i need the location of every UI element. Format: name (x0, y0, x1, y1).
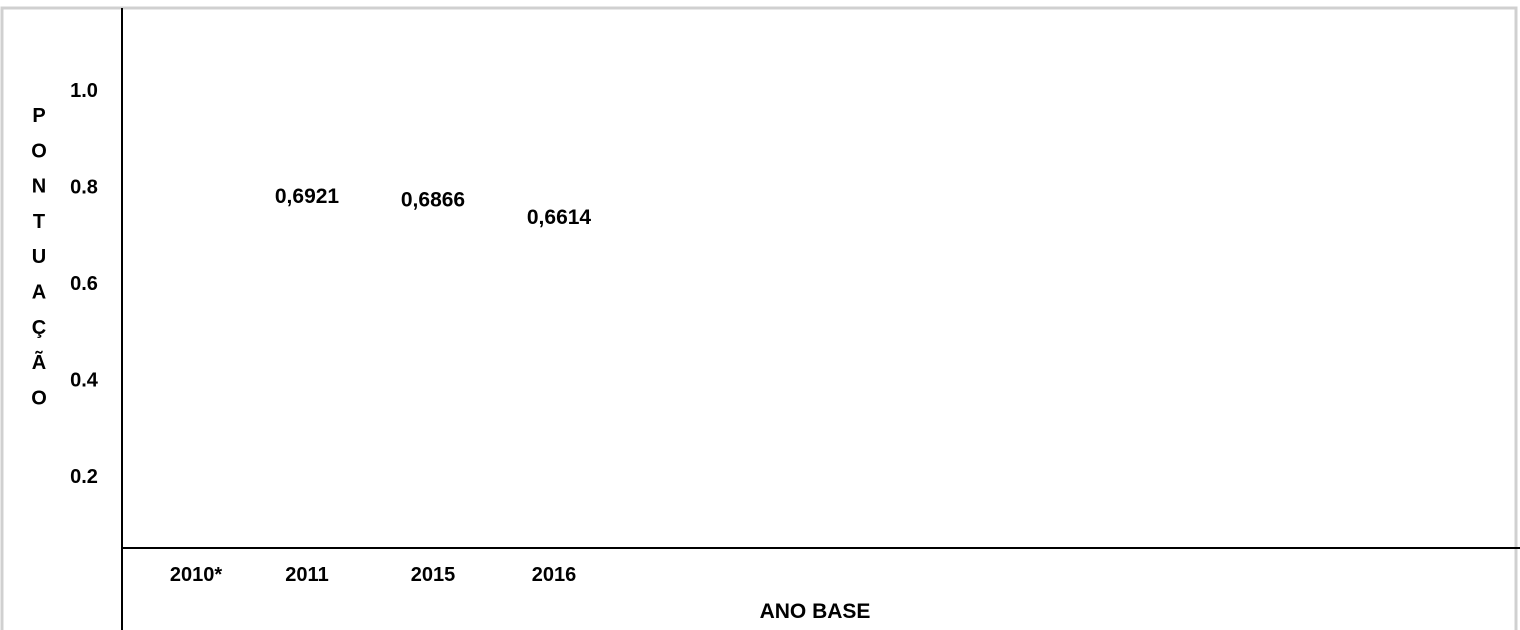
x-tick-label: 2010* (170, 564, 222, 586)
x-tick-label: 2015 (411, 564, 456, 586)
y-tick-label: 1.0 (70, 80, 98, 102)
y-axis-title-letter: O (31, 140, 47, 162)
data-label: 0,6866 (401, 189, 465, 212)
y-axis-title-letter: T (33, 211, 45, 233)
y-tick-label: 0.8 (70, 177, 98, 199)
y-axis-title-letter: U (32, 246, 46, 268)
data-label: 0,6614 (527, 206, 592, 229)
y-axis-title-letter: N (32, 176, 46, 198)
x-tick-label: 2011 (285, 564, 328, 586)
data-label: 0,6921 (275, 185, 340, 208)
y-tick-label: 0.4 (70, 370, 99, 392)
y-tick-label: 0.6 (70, 273, 98, 295)
y-axis-title-letter: P (32, 105, 45, 127)
y-axis-title-letter: Ç (32, 317, 46, 339)
x-tick-label: 2016 (532, 564, 577, 586)
y-axis-title-letter: O (31, 387, 47, 409)
x-tick-labels: 2010* 2011 2015 2016 (170, 564, 576, 586)
y-tick-labels: 1.0 0.8 0.6 0.4 0.2 (70, 80, 99, 488)
chart-frame (0, 6, 1518, 630)
y-axis-title-letter: Ã (32, 351, 46, 374)
data-labels: 0,6921 0,6866 0,6614 (275, 185, 592, 229)
y-tick-label: 0.2 (70, 466, 98, 488)
x-axis-title: ANO BASE (760, 600, 871, 623)
y-axis-title-letter: A (32, 282, 46, 304)
